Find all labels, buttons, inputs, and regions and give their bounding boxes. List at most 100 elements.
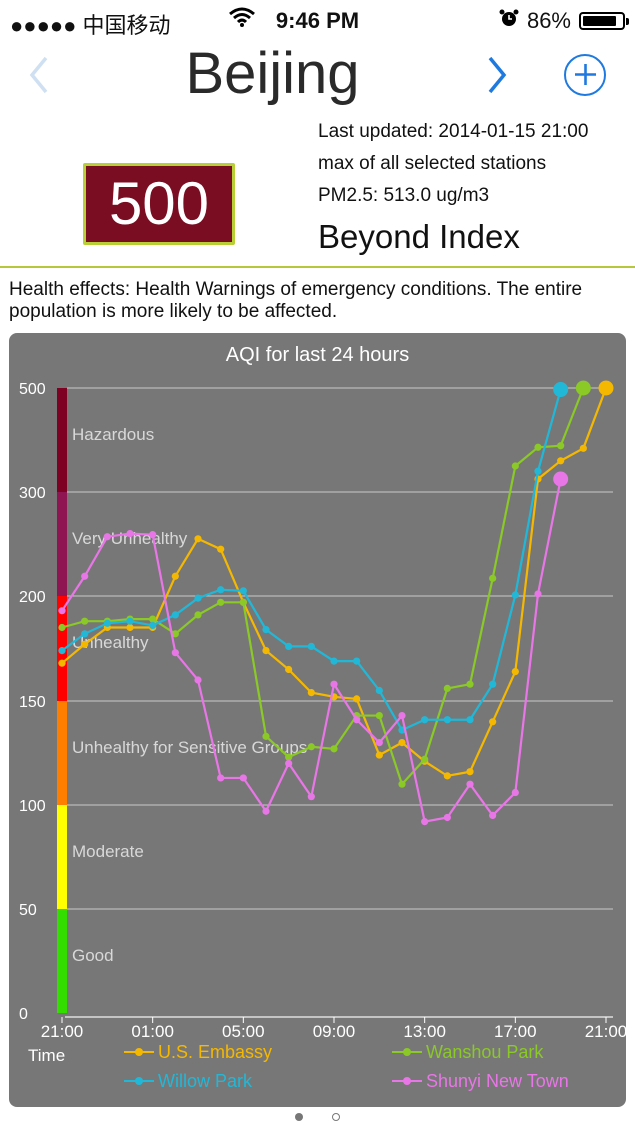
aqi-value-badge: 500 xyxy=(83,163,235,245)
data-point xyxy=(126,617,134,625)
data-point xyxy=(149,621,157,629)
data-point xyxy=(217,586,225,594)
data-point xyxy=(421,755,429,763)
next-city-button[interactable] xyxy=(486,52,508,106)
data-point xyxy=(443,772,451,780)
y-tick-label: 500 xyxy=(19,381,46,398)
data-point xyxy=(553,471,569,487)
data-point xyxy=(511,591,519,599)
y-tick-label: 0 xyxy=(19,1006,28,1023)
data-point xyxy=(489,718,497,726)
y-tick-label: 150 xyxy=(19,694,46,711)
y-tick-label: 200 xyxy=(19,589,46,606)
legend-label: Shunyi New Town xyxy=(426,1071,569,1091)
data-point xyxy=(375,739,383,747)
data-point xyxy=(534,590,542,598)
data-point xyxy=(534,467,542,475)
back-button[interactable] xyxy=(28,52,50,106)
status-bar: ●●●●● 中国移动 9:46 PM 86% xyxy=(0,0,635,40)
data-point xyxy=(217,774,225,782)
data-point xyxy=(81,640,89,648)
data-point xyxy=(330,657,338,665)
x-tick-label: 05:00 xyxy=(222,1022,265,1041)
data-point xyxy=(194,594,202,602)
aqi-band-bar xyxy=(57,909,67,1013)
aqi-band-label: Unhealthy xyxy=(72,633,149,652)
data-point xyxy=(443,813,451,822)
aqi-band-label: Good xyxy=(72,946,114,965)
y-tick-label: 50 xyxy=(19,902,37,919)
data-point xyxy=(466,680,474,688)
page-dot-current[interactable] xyxy=(295,1113,304,1121)
status-right: 86% xyxy=(228,7,629,34)
data-point xyxy=(217,598,225,606)
legend-label: Willow Park xyxy=(158,1071,253,1091)
x-tick-label: 21:00 xyxy=(585,1022,626,1041)
carrier-signal: ●●●●● 中国移动 xyxy=(10,13,171,38)
data-point xyxy=(511,462,519,470)
data-point xyxy=(307,793,315,801)
data-point xyxy=(353,716,361,724)
legend-marker xyxy=(403,1077,411,1085)
page-dot[interactable] xyxy=(331,1113,340,1121)
aqi-line-chart: AQI for last 24 hours 0 50 100 150 200 300 500 G… xyxy=(19,344,626,1091)
data-point xyxy=(443,684,451,692)
aqi-band-label: Hazardous xyxy=(72,425,154,444)
chart-title: AQI for last 24 hours xyxy=(226,344,409,366)
data-point xyxy=(511,668,519,676)
x-tick-label: 21:00 xyxy=(41,1022,84,1041)
data-point xyxy=(262,732,270,740)
data-point xyxy=(194,535,202,543)
data-point xyxy=(511,788,519,797)
data-point xyxy=(398,780,406,788)
legend-marker xyxy=(135,1077,143,1085)
data-point xyxy=(557,442,565,450)
data-point xyxy=(575,380,591,396)
pm25-text: PM2.5: 513.0 ug/m3 xyxy=(318,185,490,206)
data-point xyxy=(217,545,225,553)
data-point xyxy=(598,380,614,396)
data-point xyxy=(307,743,315,751)
data-point xyxy=(285,759,293,767)
city-title: Beijing xyxy=(185,41,360,106)
chevron-left-icon xyxy=(28,53,50,105)
aqi-band-label: Unhealthy for Sensitive Groups xyxy=(72,738,307,757)
series-line xyxy=(61,387,585,787)
data-point xyxy=(81,617,89,625)
data-point xyxy=(421,818,429,826)
last-updated-text: Last updated: 2014-01-15 21:00 xyxy=(318,121,589,142)
status-time: 9:46 PM xyxy=(275,8,360,33)
data-point xyxy=(58,623,66,632)
data-point xyxy=(330,745,338,753)
data-point xyxy=(58,647,66,655)
data-point xyxy=(239,587,247,595)
data-point xyxy=(307,689,315,697)
page-indicator[interactable] xyxy=(0,1107,635,1127)
wifi-icon xyxy=(228,7,255,33)
data-point xyxy=(285,665,293,674)
data-point xyxy=(81,572,89,580)
data-point xyxy=(353,695,361,703)
data-point xyxy=(489,680,497,688)
data-point xyxy=(579,444,587,452)
data-point xyxy=(466,768,474,776)
data-point xyxy=(375,711,383,720)
x-axis-label: Time xyxy=(28,1046,65,1065)
data-point xyxy=(171,649,179,657)
data-point xyxy=(466,780,474,788)
data-point xyxy=(375,686,383,695)
data-point xyxy=(126,530,134,538)
data-point xyxy=(194,676,202,684)
aqi-band-bar xyxy=(57,492,67,596)
legend-marker xyxy=(135,1048,143,1056)
data-point xyxy=(171,611,179,619)
aqi-level-text: Beyond Index xyxy=(318,218,520,255)
station-scope-text: max of all selected stations xyxy=(318,153,547,174)
data-point xyxy=(466,716,474,724)
data-point xyxy=(398,711,406,720)
add-city-button[interactable] xyxy=(564,54,606,96)
aqi-band-bar xyxy=(57,388,67,492)
data-point xyxy=(194,611,202,619)
data-point xyxy=(239,598,247,606)
data-point xyxy=(307,642,315,650)
